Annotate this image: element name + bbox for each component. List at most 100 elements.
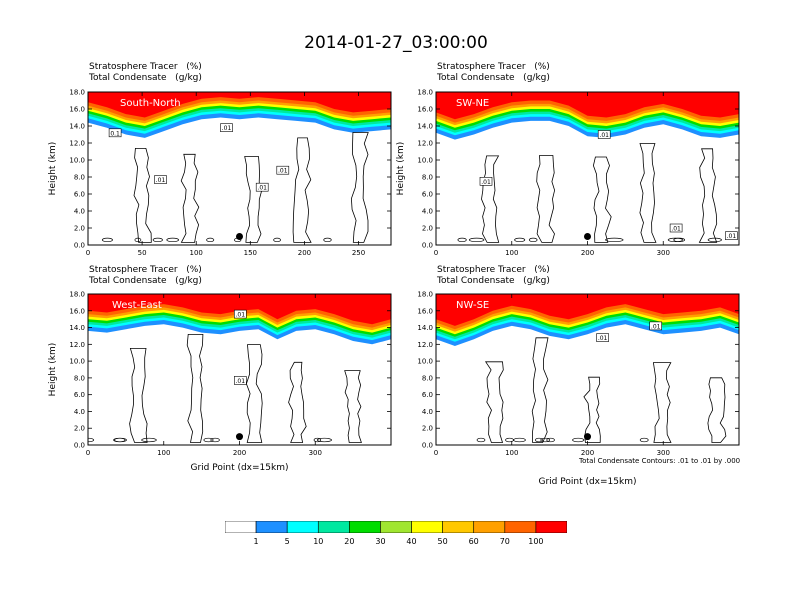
condensate-contour-blob bbox=[134, 237, 142, 243]
condensate-contour bbox=[244, 156, 263, 243]
x-tick-label: 100 bbox=[190, 249, 203, 257]
condensate-contour-blob bbox=[166, 237, 179, 243]
colorbar-swatch bbox=[442, 520, 475, 534]
colorbar-label: 5 bbox=[284, 537, 290, 546]
y-tick-label: 6.0 bbox=[74, 191, 85, 199]
contour-label-box bbox=[596, 333, 609, 342]
y-tick-label: 18.0 bbox=[69, 291, 85, 299]
panel-1-subtitle: Stratosphere Tracer (%) Total Condensate… bbox=[89, 62, 202, 84]
contour-label-box bbox=[220, 123, 233, 132]
contour-label-box bbox=[276, 165, 290, 175]
contour-label: .01 bbox=[481, 179, 491, 186]
condensate-contour-blob bbox=[605, 237, 624, 243]
y-tick-label: 0.0 bbox=[74, 242, 85, 250]
panel-1-subtitle-line-2: Total Condensate (g/kg) bbox=[89, 73, 202, 83]
condensate-contour-blob bbox=[667, 237, 683, 243]
colorbar-label: 60 bbox=[468, 537, 479, 546]
panel-2-plot: .01 .01 .01 .01 SW-NE 0.0 2.0 4.0 6.0 8.0 10.0 12.0… bbox=[396, 89, 740, 257]
panel-4-field: .01 .01 bbox=[436, 294, 739, 445]
y-tick-label: 12.0 bbox=[69, 341, 85, 349]
condensate-contour-blob bbox=[206, 237, 215, 243]
colorbar-swatch bbox=[535, 520, 568, 534]
tracer-band-8 bbox=[436, 92, 739, 120]
location-marker bbox=[236, 433, 243, 441]
contour-label-box bbox=[234, 376, 247, 385]
condensate-contour-blob bbox=[457, 237, 467, 243]
y-tick-label: 8.0 bbox=[422, 174, 433, 182]
colorbar-swatch bbox=[473, 520, 506, 534]
x-tick-label: 300 bbox=[657, 249, 670, 257]
x-tick-label: 0 bbox=[434, 249, 438, 257]
location-marker bbox=[584, 233, 591, 240]
panel-2-subtitle: Stratosphere Tracer (%) Total Condensate… bbox=[437, 62, 550, 84]
y-tick-label: 4.0 bbox=[74, 408, 85, 416]
panel-3-title: West-East bbox=[112, 300, 162, 311]
y-tick-label: 12.0 bbox=[417, 341, 433, 349]
panel-4-subtitle: Stratosphere Tracer (%) Total Condensate… bbox=[437, 265, 550, 287]
contour-label: .01 bbox=[598, 335, 608, 342]
y-tick-label: 8.0 bbox=[74, 374, 85, 382]
panel-2-title: SW-NE bbox=[456, 98, 489, 109]
condensate-contour bbox=[186, 334, 204, 443]
contour-label-box bbox=[255, 182, 269, 192]
colorbar-swatch bbox=[286, 520, 319, 534]
contour-label: .01 bbox=[727, 233, 737, 240]
location-marker bbox=[584, 433, 591, 441]
colorbar-swatch bbox=[224, 520, 257, 534]
condensate-contour bbox=[583, 376, 601, 443]
contour-label-box bbox=[597, 130, 611, 139]
y-tick-label: 10.0 bbox=[417, 358, 433, 366]
condensate-contour bbox=[484, 361, 504, 443]
contour-label-box bbox=[479, 177, 493, 186]
colorbar-swatch bbox=[317, 520, 350, 534]
condensate-contour-blob bbox=[528, 237, 538, 243]
colorbar-swatch bbox=[380, 520, 412, 534]
panel-3-subtitle: Stratosphere Tracer (%) Total Condensate… bbox=[89, 265, 202, 287]
contour-label: .01 bbox=[156, 177, 166, 184]
y-tick-label: 0.0 bbox=[422, 242, 433, 250]
colorbar-label: 20 bbox=[344, 537, 355, 546]
contour-label-box bbox=[725, 231, 738, 240]
location-marker bbox=[236, 233, 243, 240]
colorbar-swatch bbox=[349, 520, 381, 534]
condensate-contour-blob bbox=[707, 237, 722, 243]
contour-label: .01 bbox=[278, 168, 288, 175]
panel-3-subtitle-line-2: Total Condensate (g/kg) bbox=[89, 276, 202, 286]
x-tick-label: 100 bbox=[157, 449, 170, 457]
y-tick-label: 16.0 bbox=[417, 307, 433, 315]
colorbar-label: 100 bbox=[528, 537, 544, 546]
condensate-contour bbox=[350, 132, 369, 243]
panel-1-subtitle-line-1: Stratosphere Tracer (%) bbox=[89, 62, 202, 72]
panel-3-field: .01 .01 bbox=[88, 294, 391, 445]
panel-2-field: .01 .01 .01 .01 bbox=[436, 92, 739, 245]
colorbar-swatches bbox=[224, 520, 568, 534]
colorbar-label: 50 bbox=[437, 537, 448, 546]
panel-2-subtitle-line-2: Total Condensate (g/kg) bbox=[437, 73, 550, 83]
x-tick-label: 100 bbox=[505, 249, 518, 257]
y-tick-label: 10.0 bbox=[69, 157, 85, 165]
condensate-contour bbox=[133, 148, 152, 243]
y-axis-label: Height (km) bbox=[48, 343, 58, 397]
condensate-contour-blob bbox=[540, 437, 551, 443]
x-tick-label: 200 bbox=[581, 449, 594, 457]
x-tick-label: 200 bbox=[233, 449, 246, 457]
colorbar-swatch bbox=[411, 520, 443, 534]
y-tick-label: 16.0 bbox=[417, 106, 433, 114]
condensate-contour-blob bbox=[572, 437, 585, 443]
y-tick-label: 4.0 bbox=[74, 208, 85, 216]
contour-label-box bbox=[669, 223, 683, 233]
condensate-contour-blob bbox=[152, 237, 163, 243]
condensate-contour bbox=[652, 362, 672, 443]
y-axis-label: Height (km) bbox=[48, 142, 58, 196]
y-axis-label: Height (km) bbox=[396, 142, 406, 196]
panel-1-plot: 0.1 .01 .01 .01 .01 South-North 0.0 2.0 4.0 6.0 8.… bbox=[48, 89, 392, 257]
condensate-contour bbox=[344, 370, 362, 443]
condensate-contour bbox=[481, 155, 500, 243]
x-axis-label: Grid Point (dx=15km) bbox=[539, 477, 637, 487]
condensate-contour-blob bbox=[141, 437, 157, 443]
y-tick-label: 8.0 bbox=[74, 174, 85, 182]
contour-label: 0.1 bbox=[110, 130, 120, 137]
y-tick-label: 18.0 bbox=[69, 89, 85, 97]
x-tick-label: 0 bbox=[434, 449, 438, 457]
